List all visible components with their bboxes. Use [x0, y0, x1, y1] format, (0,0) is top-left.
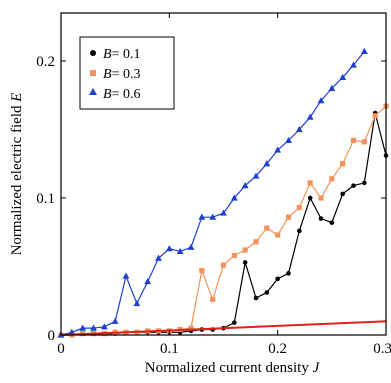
series-line: [61, 112, 387, 336]
data-point: [242, 260, 248, 265]
series-1: [58, 103, 389, 338]
data-point: [329, 176, 335, 182]
x-tick-label: 0.3: [373, 341, 391, 357]
x-tick-label: 0: [57, 341, 65, 357]
legend-entry-b06: B= 0.6: [89, 87, 140, 102]
y-tick-label: 0.2: [36, 54, 55, 70]
y-tick-label: 0: [48, 328, 56, 344]
data-point: [252, 172, 260, 179]
data-point: [350, 137, 357, 144]
series-line: [60, 320, 387, 336]
y-axis-label: Normalized electric field E: [9, 93, 25, 256]
x-tick-label: 0.1: [160, 341, 179, 357]
data-point: [329, 220, 335, 225]
data-point: [188, 325, 194, 331]
legend: B= 0.1 B= 0.3 B= 0.6: [79, 36, 175, 110]
legend-marker-circle: [90, 50, 96, 56]
data-point: [253, 239, 259, 245]
x-tick-label: 0.2: [268, 341, 287, 357]
data-point: [79, 324, 87, 331]
data-point: [307, 195, 313, 201]
data-point: [318, 195, 324, 201]
x-axis-label-symbol: J: [313, 360, 321, 376]
data-point: [285, 214, 292, 220]
data-point: [231, 252, 237, 259]
data-point: [187, 243, 195, 250]
data-point: [209, 213, 217, 220]
data-point: [242, 247, 248, 253]
series-0: [58, 110, 389, 338]
series-line: [61, 105, 387, 336]
series-2: [57, 47, 368, 338]
data-point: [165, 245, 173, 252]
data-point: [133, 299, 141, 307]
data-point: [275, 276, 280, 282]
data-point: [318, 216, 324, 221]
data-point: [340, 161, 346, 167]
x-axis-label-text: Normalized current density: [145, 360, 310, 376]
data-point: [372, 113, 378, 119]
data-point: [176, 247, 184, 255]
legend-marker-square: [90, 70, 96, 76]
data-point: [220, 209, 227, 216]
data-point: [199, 268, 205, 274]
data-point: [232, 320, 237, 325]
axis-ticks: 0 0.1 0.2 0.3 0 0.1 0.2: [36, 13, 391, 357]
legend-marker-triangle: [89, 88, 97, 95]
data-point: [241, 182, 249, 189]
data-point: [230, 194, 238, 201]
data-point: [351, 183, 356, 188]
x-axis-label: Normalized current density J: [145, 360, 321, 376]
data-point: [317, 97, 325, 104]
data-point: [264, 290, 270, 295]
data-point: [90, 324, 97, 331]
data-point: [122, 272, 130, 279]
data-point: [361, 139, 367, 145]
data-point: [275, 232, 281, 238]
data-point: [350, 61, 357, 68]
legend-entry-b01: B= 0.1: [90, 47, 140, 62]
data-point: [297, 228, 302, 234]
data-point: [285, 136, 292, 144]
data-point: [286, 271, 291, 276]
legend-label-b01: B= 0.1: [103, 47, 140, 62]
data-point: [264, 225, 270, 231]
data-point: [68, 328, 76, 335]
plot-content: [57, 47, 389, 338]
legend-label-b06: B= 0.6: [103, 87, 140, 102]
data-point: [307, 180, 313, 186]
legend-label-b03: B= 0.3: [103, 67, 140, 82]
data-point: [253, 295, 259, 301]
plot-frame: [60, 12, 387, 336]
y-tick-label: 0.1: [36, 191, 55, 207]
data-point: [111, 317, 119, 324]
data-point: [144, 277, 152, 285]
data-point: [306, 113, 314, 120]
data-point: [100, 323, 108, 330]
series-3: [60, 320, 387, 336]
y-axis-label-text: Normalized electric field: [9, 105, 25, 255]
data-point: [339, 73, 347, 80]
data-point: [210, 296, 216, 302]
data-point: [362, 180, 367, 186]
data-point: [274, 146, 282, 153]
data-point: [360, 47, 368, 54]
legend-entry-b03: B= 0.3: [90, 67, 140, 82]
data-point: [198, 213, 206, 220]
data-point: [155, 254, 162, 261]
data-point: [220, 262, 227, 268]
data-point: [296, 204, 302, 211]
data-point: [295, 125, 303, 133]
data-point: [263, 160, 271, 167]
data-point: [340, 191, 345, 197]
data-point: [328, 84, 336, 91]
y-axis-label-symbol: E: [9, 93, 25, 103]
